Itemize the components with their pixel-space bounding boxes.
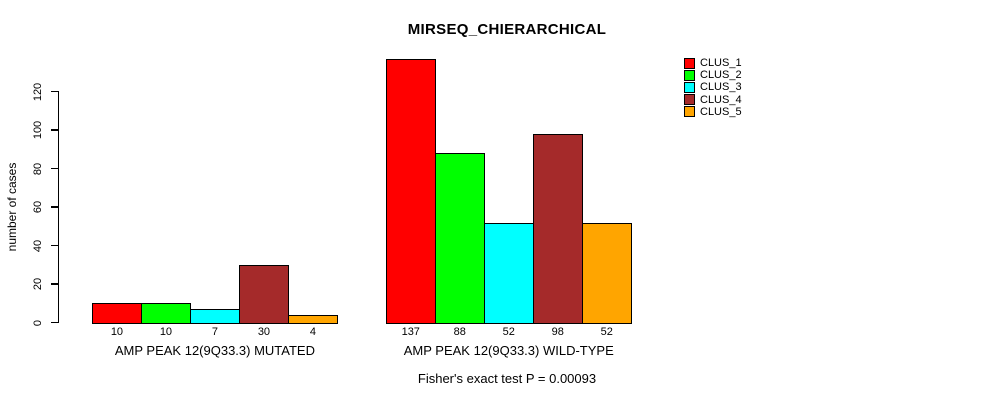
legend-item-clus_4: CLUS_4 bbox=[684, 94, 742, 106]
y-tick-label: 60 bbox=[32, 201, 44, 214]
y-tick bbox=[50, 167, 58, 170]
legend-item-clus_5: CLUS_5 bbox=[684, 106, 742, 118]
legend-swatch-icon bbox=[684, 81, 695, 93]
y-tick bbox=[50, 321, 58, 324]
y-tick bbox=[50, 206, 58, 208]
y-tick bbox=[50, 244, 58, 247]
legend-swatch-icon bbox=[684, 69, 695, 81]
bar-clus_5-group1 bbox=[581, 222, 632, 325]
legend-item-clus_2: CLUS_2 bbox=[684, 69, 742, 81]
legend-label: CLUS_1 bbox=[700, 57, 742, 70]
legend-label: CLUS_3 bbox=[700, 81, 742, 94]
bar-clus_3-group1 bbox=[483, 222, 534, 325]
bar-clus_1-group0 bbox=[91, 303, 143, 325]
y-tick bbox=[50, 283, 58, 285]
bar-clus_4-group0 bbox=[238, 264, 290, 325]
legend-item-clus_3: CLUS_3 bbox=[684, 81, 742, 93]
y-tick bbox=[50, 129, 58, 131]
legend: CLUS_1 CLUS_2 CLUS_3 CLUS_4 CLUS_5 bbox=[684, 57, 742, 118]
bar-value-label: 98 bbox=[551, 325, 564, 338]
legend-label: CLUS_5 bbox=[700, 105, 742, 118]
fisher-test-annotation: Fisher's exact test P = 0.00093 bbox=[417, 371, 597, 386]
bar-clus_1-group1 bbox=[385, 58, 436, 325]
legend-swatch-icon bbox=[684, 57, 695, 69]
y-tick-label: 20 bbox=[32, 278, 44, 291]
y-tick-label: 40 bbox=[32, 239, 44, 252]
bar-value-label: 137 bbox=[401, 325, 420, 338]
bar-clus_5-group0 bbox=[287, 315, 339, 325]
bar-clus_2-group0 bbox=[140, 303, 192, 325]
bar-value-label: 30 bbox=[257, 325, 271, 338]
bar-clus_3-group0 bbox=[189, 309, 241, 325]
group-label-mutated: AMP PEAK 12(9Q33.3) MUTATED bbox=[114, 343, 315, 358]
bar-value-label: 4 bbox=[309, 325, 316, 338]
y-tick bbox=[50, 90, 58, 93]
group-label-wild-type: AMP PEAK 12(9Q33.3) WILD-TYPE bbox=[403, 343, 614, 358]
legend-swatch-icon bbox=[684, 106, 695, 118]
y-axis-line bbox=[57, 90, 59, 324]
bar-value-label: 88 bbox=[453, 325, 466, 338]
legend-swatch-icon bbox=[684, 94, 695, 106]
y-tick-label: 120 bbox=[32, 82, 44, 101]
bar-value-label: 10 bbox=[159, 325, 173, 338]
bar-value-label: 10 bbox=[110, 325, 124, 338]
bar-value-label: 7 bbox=[211, 325, 218, 338]
chart-title: MIRSEQ_CHIERARCHICAL bbox=[407, 21, 607, 38]
y-tick-label: 80 bbox=[32, 162, 44, 175]
y-tick-label: 100 bbox=[32, 121, 44, 140]
y-tick-label: 0 bbox=[32, 319, 44, 326]
legend-label: CLUS_4 bbox=[700, 93, 742, 106]
bar-clus_4-group1 bbox=[532, 134, 583, 325]
legend-item-clus_1: CLUS_1 bbox=[684, 57, 742, 69]
bar-value-label: 52 bbox=[600, 325, 613, 338]
bar-clus_2-group1 bbox=[434, 153, 485, 325]
legend-label: CLUS_2 bbox=[700, 69, 742, 82]
y-axis-label: number of cases bbox=[5, 162, 19, 252]
bar-value-label: 52 bbox=[502, 325, 515, 338]
